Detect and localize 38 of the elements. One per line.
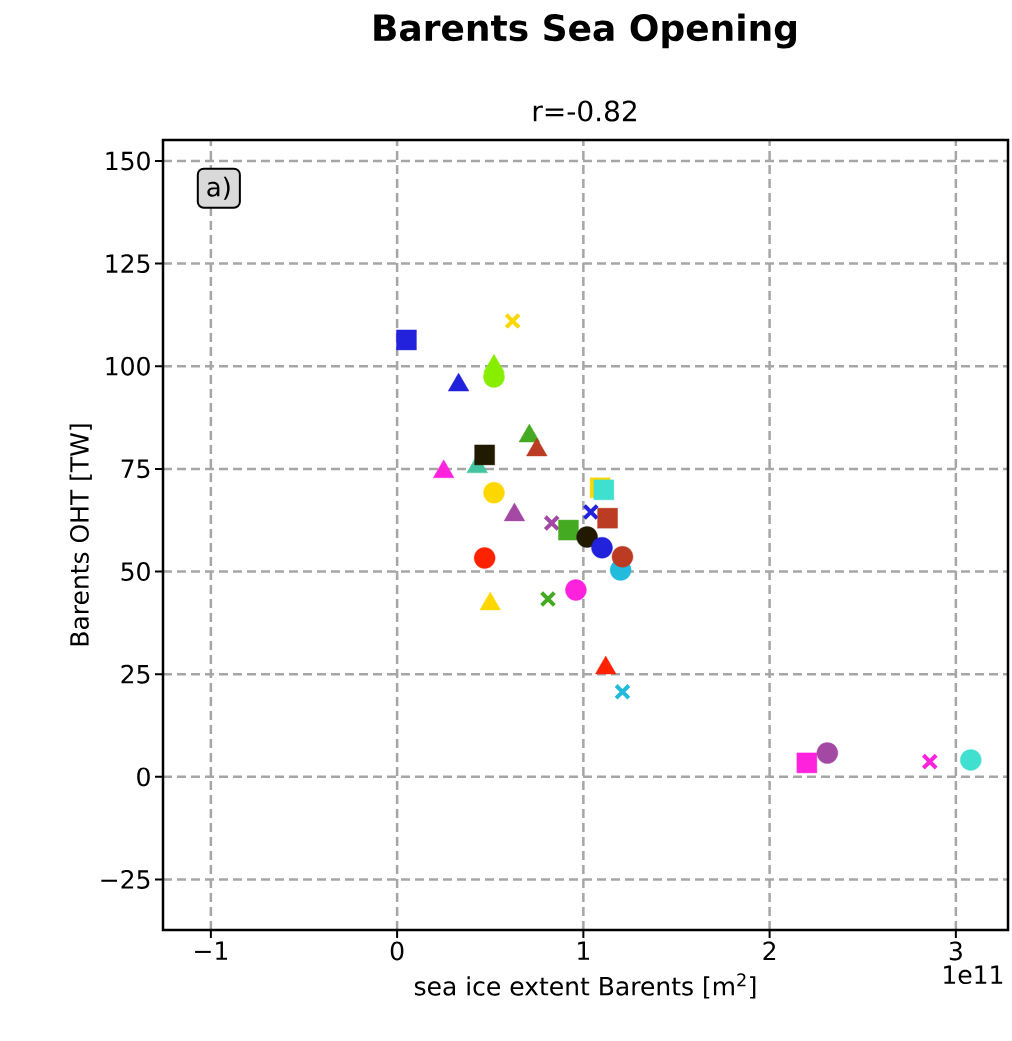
text: 1e11 [944,965,1003,985]
point [591,537,613,559]
point [611,546,634,568]
y-tick-label: 125 [106,254,150,274]
chart-title: Barents Sea Opening [374,13,796,49]
point [816,742,839,764]
y-tick-label: −25 [101,870,150,889]
point [597,507,618,529]
point [504,312,521,330]
y-tick-label: 0 [137,767,150,787]
x-tick-label: −1 [195,941,227,960]
x-axis-title: sea ice extent Barents [m$^{2}$] [414,973,756,999]
annotation: a) [207,176,230,200]
x-tick-label: 3 [949,941,962,961]
x-tick-label: 2 [763,941,776,961]
point [565,579,587,601]
point [582,503,600,521]
point [473,547,496,569]
point [539,590,557,608]
point [576,526,598,548]
y-tick-label: 100 [106,356,150,376]
point [614,683,631,701]
point [483,482,505,504]
point [474,444,495,466]
point [796,752,818,774]
y-axis-title: Barents OHT [TW] [69,424,92,646]
y-tick-label: 50 [121,562,150,581]
point [396,329,417,351]
point [960,749,982,771]
point [558,519,579,541]
chart-subtitle: r=-0.82 [533,100,636,122]
y-tick-label: 25 [121,664,150,684]
x-tick-label: 1 [578,941,590,960]
point [543,514,561,532]
y-tick-label: 75 [121,459,150,479]
y-tick-label: 150 [106,151,150,171]
x-tick-label: 0 [390,941,404,961]
point [921,753,939,771]
